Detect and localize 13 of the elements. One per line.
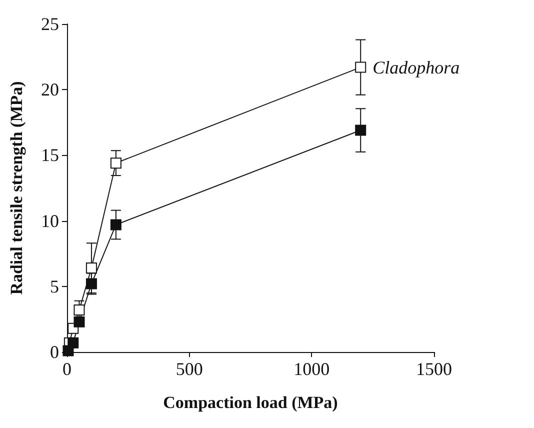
y-tick-label: 10 (41, 210, 59, 231)
x-tick-label: 0 (62, 359, 72, 379)
y-tick-label: 15 (41, 145, 59, 166)
y-tick-label: 25 (41, 14, 59, 34)
x-tick-label: 500 (176, 359, 203, 379)
y-tick-label: 0 (50, 342, 59, 362)
y-tick-label: 20 (41, 80, 59, 100)
y-axis-title: Radial tensile strength (MPa) (7, 81, 26, 295)
y-tick-label: 5 (50, 276, 59, 296)
x-axis-title: Compaction load (MPa) (163, 393, 338, 412)
x-tick-label: 1500 (416, 359, 452, 379)
series-label: Cladophora (372, 57, 460, 78)
x-tick-label: 1000 (294, 359, 330, 379)
